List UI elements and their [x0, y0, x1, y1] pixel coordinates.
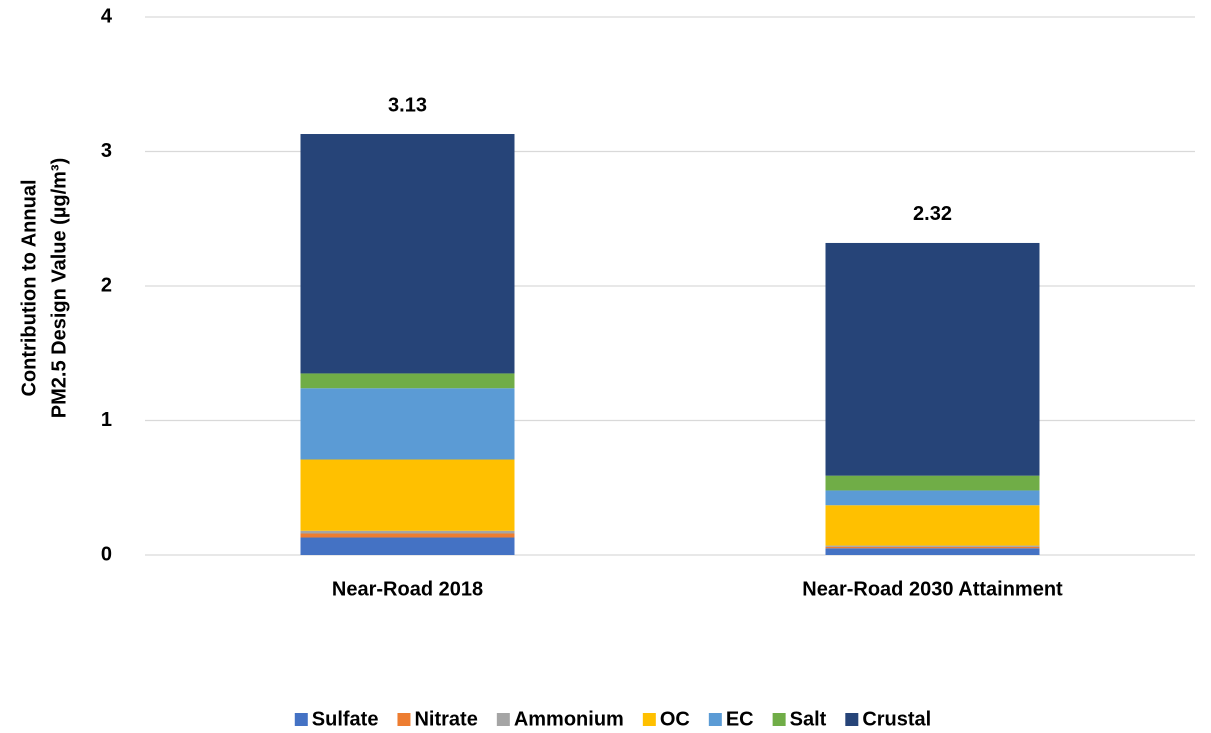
legend-swatch [845, 713, 859, 726]
bar-segment [300, 459, 515, 531]
legend-label: OC [660, 708, 690, 730]
legend-label: Salt [790, 708, 827, 730]
legend-swatch [708, 713, 722, 726]
legend-swatch [294, 713, 308, 726]
bar-segment [825, 490, 1040, 506]
legend-swatch [397, 713, 411, 726]
legend-label: Nitrate [414, 708, 477, 730]
bar-segment [300, 388, 515, 460]
y-tick-label: 0 [101, 543, 112, 565]
bar-segment [300, 134, 515, 374]
bar-segment [300, 373, 515, 389]
total-label: 2.32 [913, 203, 952, 225]
y-tick-label: 1 [101, 409, 112, 431]
legend-swatch [496, 713, 510, 726]
bar-segment [825, 242, 1040, 476]
bar-segment [825, 545, 1040, 547]
legend-label: Crustal [862, 708, 931, 730]
legend-label: Sulfate [312, 708, 379, 730]
bar-segment [825, 546, 1040, 549]
y-tick-label: 4 [101, 5, 113, 27]
y-axis-title: Contribution to Annual [18, 180, 40, 397]
y-tick-label: 2 [101, 274, 112, 296]
x-tick-label: Near-Road 2018 [332, 578, 483, 600]
bar-segment [825, 505, 1040, 546]
bar-segment [825, 548, 1040, 555]
total-label: 3.13 [388, 94, 427, 116]
legend-swatch [642, 713, 656, 726]
x-tick-label: Near-Road 2030 Attainment [802, 578, 1063, 600]
y-tick-label: 3 [101, 140, 112, 162]
y-axis-title: PM2.5 Design Value (µg/m³) [48, 158, 70, 418]
legend-swatch [772, 713, 786, 726]
legend-label: Ammonium [514, 708, 624, 730]
bar-segment [300, 530, 515, 534]
legend-label: EC [726, 708, 754, 730]
bar-segment [300, 533, 515, 538]
bar-segment [300, 537, 515, 555]
bar-segment [825, 475, 1040, 491]
